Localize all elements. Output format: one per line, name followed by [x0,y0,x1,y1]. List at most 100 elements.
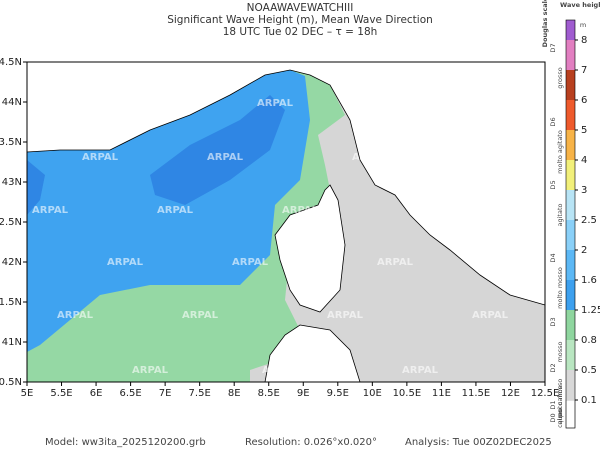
corsica [274,184,346,313]
watermark: ARPAL [402,98,439,109]
colorbar-segment [565,399,576,429]
watermark: ARPAL [377,257,414,268]
legend-title: Wave height [560,1,600,9]
sea-blue-dark [150,95,285,205]
colorbar-segment [566,20,575,40]
douglas-code: D5 [549,180,557,189]
lat-label: 42N [2,257,22,268]
douglas-term: agitato [556,203,564,226]
douglas-term: quasi calmo [556,385,564,424]
lon-label: 10E [363,388,382,399]
lon-label: 8.5E [258,388,280,399]
colorbar-frame [565,19,576,429]
lon-label: 12E [501,388,520,399]
lat-label: 40.5N [0,377,22,388]
colorbar-segment [566,340,575,370]
colorbar-label: 2.5 [581,215,597,226]
legend-unit: m [580,21,586,29]
watermark: ARPAL [207,152,244,163]
watermarks: ARPAL ARPAL ARPAL ARPAL ARPAL ARPAL ARPAL ARPAL… [32,98,509,376]
watermark: ARPAL [282,205,319,216]
lat-label: 41N [2,337,22,348]
douglas-term: calmo [556,408,564,428]
watermark: ARPAL [327,310,364,321]
colorbar-label: 7 [581,65,587,76]
colorbar-label: 8 [581,35,587,46]
douglas-code: D4 [549,253,557,262]
watermark: ARPAL [402,365,439,376]
lat-label: 41.5N [0,297,22,308]
douglas-title: Douglas scale [541,0,549,47]
coastline [26,69,546,306]
lon-label: 7E [159,388,172,399]
lon-label: 7.5E [189,388,211,399]
title-line: 18 UTC Tue 02 DEC – τ = 18h [223,26,378,38]
colorbar-segment [566,130,575,160]
colorbar-segment [566,250,575,280]
douglas-code: D7 [549,43,557,52]
colorbar-label: 1.6 [581,275,597,286]
colorbar-label: 0.8 [581,335,597,346]
footer-analysis: Analysis: Tue 00Z02DEC2025 [405,437,552,448]
colorbar-segment [566,370,575,400]
lon-label: 5E [21,388,34,399]
douglas-code: D3 [549,317,557,326]
legend: 0.1 0.5 0.8 1.25 1.6 2 2.5 3 4 5 6 7 8 Wave height m Do… [541,0,600,429]
watermark: ARPAL [257,98,294,109]
lon-label: 9E [297,388,310,399]
watermark: ARPAL [57,310,94,321]
douglas-code: D2 [549,363,557,372]
colorbar-segment [566,310,575,340]
colorbar-label: 6 [581,95,587,106]
watermark: ARPAL [132,365,169,376]
colorbar-label: 0.1 [581,395,597,406]
sea-blue-dark [27,160,45,215]
watermark: ARPAL [427,205,464,216]
map [26,61,546,383]
watermark: ARPAL [132,98,169,109]
lon-label: 8E [228,388,241,399]
colorbar-segment [566,280,575,310]
colorbar-segment [566,40,575,70]
colorbar-label: 2 [581,245,587,256]
douglas-term: poco mosso [556,379,564,418]
colorbar-label: 3 [581,185,587,196]
douglas-term: molto mosso [556,267,564,309]
colorbar-label: 5 [581,125,587,136]
lon-label: 6.5E [119,388,141,399]
lat-label: 43N [2,177,22,188]
lon-label: 11.5E [462,388,491,399]
douglas-code: D0 [549,413,557,422]
colorbar-label: 4 [581,155,587,166]
watermark: ARPAL [262,365,299,376]
lon-label: 10.5E [393,388,422,399]
douglas-code: D6 [549,117,557,126]
colorbar-segment [566,100,575,130]
title-line: Significant Wave Height (m), Mean Wave D… [167,14,433,26]
douglas-term: molto agitato [556,130,564,174]
watermark: ARPAL [107,257,144,268]
lon-label: 9.5E [327,388,349,399]
douglas-term: mosso [556,341,564,362]
lat-label: 44.5N [0,57,22,68]
colorbar-segment [566,70,575,100]
colorbar-label: 0.5 [581,365,597,376]
watermark: ARPAL [182,310,219,321]
colorbar-segment [566,160,575,190]
title-line: NOAAWAVEWATCHIII [247,2,354,14]
colorbar-segment [566,220,575,250]
lat-label: 44N [2,97,22,108]
watermark: ARPAL [82,152,119,163]
watermark: ARPAL [232,257,269,268]
lat-label: 43.5N [0,137,22,148]
colorbar-label: 1.25 [581,305,600,316]
douglas-term: grosso [556,67,564,88]
lon-label: 6E [90,388,103,399]
watermark: ARPAL [157,205,194,216]
watermark: ARPAL [352,152,389,163]
lon-label: 12.5E [531,388,560,399]
lat-label: 42.5N [0,217,22,228]
watermark: ARPAL [32,205,69,216]
lon-label: 11E [432,388,451,399]
